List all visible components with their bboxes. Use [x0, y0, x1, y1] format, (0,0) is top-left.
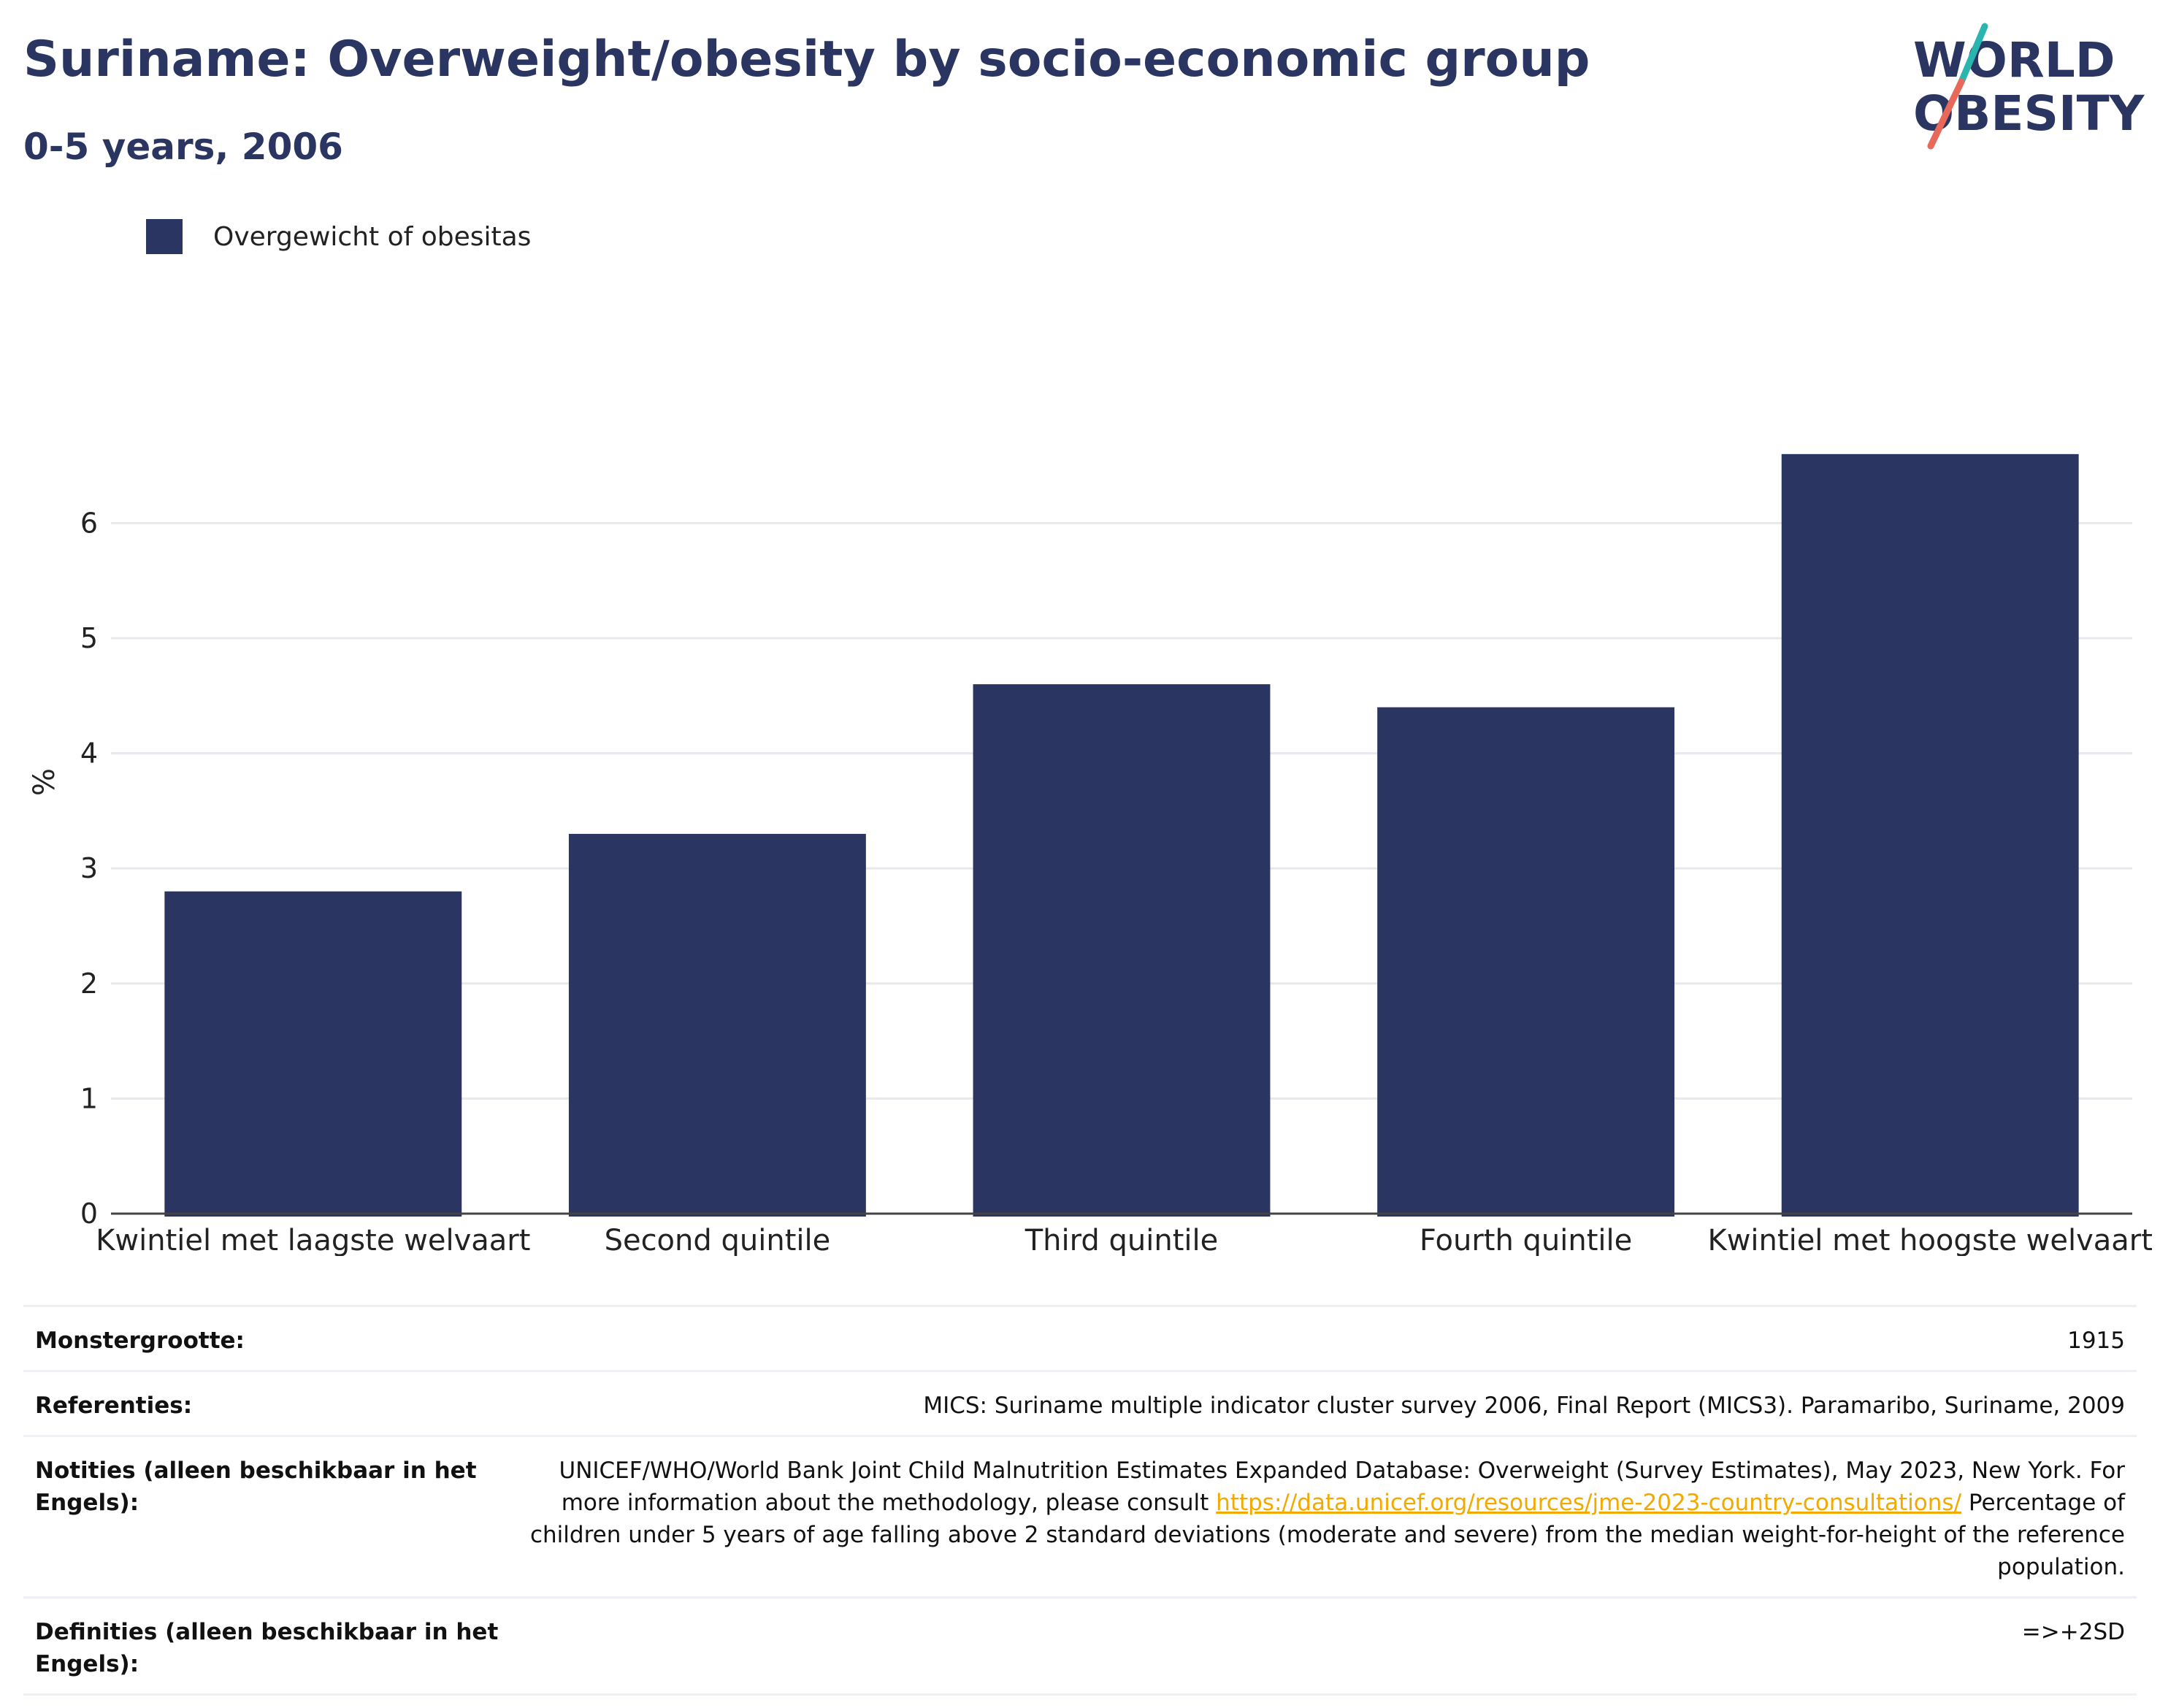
logo-line1: WORLD [1913, 32, 2115, 88]
label-layer: 0 1 2 3 4 5 6 Kwintiel met laagste welvaart Seco… [28, 507, 2153, 1256]
x-tick-label: Fourth quintile [1420, 1224, 1632, 1256]
bar [164, 891, 462, 1217]
x-tick-label: Second quintile [605, 1224, 831, 1256]
y-tick-label: 5 [80, 622, 98, 654]
bar [973, 684, 1271, 1217]
metadata-table: Monstergrootte: 1915 Referenties: MICS: … [23, 1305, 2137, 1696]
y-tick-label: 1 [80, 1082, 98, 1114]
y-tick-label: 2 [80, 968, 98, 1000]
legend-label: Overgewicht of obesitas [213, 221, 532, 252]
notes-text-before: UNICEF/WHO/World Bank Joint Child Malnut… [559, 1458, 2126, 1516]
unicef-jme-link[interactable]: https://data.unicef.org/resources/jme-20… [1216, 1490, 1962, 1516]
chart-legend: Overgewicht of obesitas [146, 218, 531, 256]
bar-chart: 0 1 2 3 4 5 6 Kwintiel met laagste welvaart Seco… [28, 453, 2153, 1256]
logo-slash-teal [1958, 23, 1988, 85]
bar [1781, 453, 2079, 1217]
meta-value-definitions: =>+2SD [2021, 1619, 2125, 1645]
y-tick-label: 0 [80, 1198, 98, 1230]
bar [568, 833, 866, 1217]
meta-key-notes: Notities (alleen beschikbaar in het Enge… [35, 1458, 477, 1516]
y-tick-label: 4 [80, 738, 98, 770]
meta-key-references: Referenties: [35, 1393, 193, 1419]
meta-key-definitions: Definities (alleen beschikbaar in het En… [35, 1619, 499, 1677]
y-axis-title: % [28, 768, 61, 796]
x-tick-label: Kwintiel met hoogste welvaart [1707, 1224, 2152, 1256]
meta-value-references: MICS: Suriname multiple indicator cluste… [923, 1393, 2125, 1419]
bar-layer [164, 453, 2079, 1217]
notes-text-after: Percentage of children under 5 years of … [529, 1490, 2125, 1580]
x-tick-label: Kwintiel met laagste welvaart [96, 1224, 530, 1256]
logo-slash-coral [1927, 78, 1965, 150]
meta-key-sample-size: Monstergrootte: [35, 1328, 245, 1354]
meta-row-references: Referenties: MICS: Suriname multiple ind… [23, 1371, 2137, 1436]
meta-row-notes: Notities (alleen beschikbaar in het Enge… [23, 1436, 2137, 1598]
meta-row-sample-size: Monstergrootte: 1915 [23, 1306, 2137, 1371]
meta-value-notes: UNICEF/WHO/World Bank Joint Child Malnut… [514, 1436, 2137, 1598]
x-tick-label: Third quintile [1025, 1224, 1218, 1256]
world-obesity-logo: WORLD OBESITY [1913, 23, 2145, 150]
y-tick-label: 6 [80, 507, 98, 539]
meta-value-sample-size: 1915 [2067, 1328, 2125, 1354]
page-subtitle: 0-5 years, 2006 [23, 126, 343, 168]
page-title: Suriname: Overweight/obesity by socio-ec… [23, 31, 1590, 88]
y-tick-label: 3 [80, 852, 98, 884]
meta-row-definitions: Definities (alleen beschikbaar in het En… [23, 1597, 2137, 1695]
legend-swatch [146, 219, 183, 254]
bar [1377, 707, 1675, 1217]
